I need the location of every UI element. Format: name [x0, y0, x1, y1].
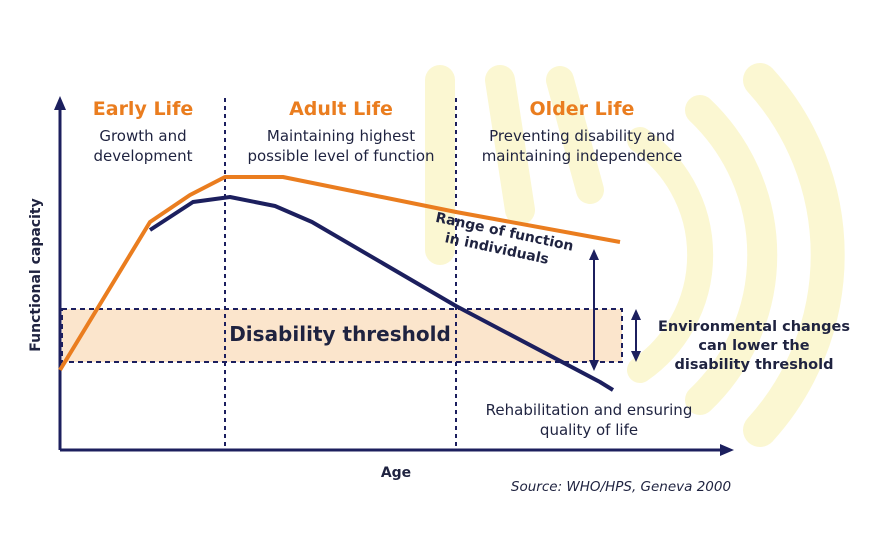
watermark-arc-inner [627, 127, 714, 383]
y-axis-arrowhead [54, 96, 66, 110]
range-arrow [589, 249, 599, 371]
x-axis-arrowhead [720, 444, 734, 456]
watermark-bar-2 [485, 65, 535, 225]
rehab-label-line2: quality of life [540, 421, 638, 439]
watermark-arc-middle [685, 95, 778, 415]
rehab-label-line1: Rehabilitation and ensuring [486, 401, 693, 419]
environment-arrow-up [631, 309, 641, 320]
environment-label-line3: disability threshold [675, 357, 834, 373]
disability-threshold-band [61, 308, 623, 363]
x-axis-label: Age [381, 465, 411, 481]
watermark-arc-outer [743, 63, 845, 447]
range-arrow-down [589, 360, 599, 371]
source-citation: Source: WHO/HPS, Geneva 2000 [511, 479, 731, 495]
phase-title-older: Older Life [530, 98, 635, 120]
y-axis-label: Functional capacity [28, 198, 44, 351]
background-watermark [425, 63, 845, 447]
upper-curve [58, 175, 621, 372]
range-arrow-up [589, 249, 599, 260]
disability-threshold-label: Disability threshold [229, 322, 451, 346]
phase-title-early: Early Life [93, 98, 193, 120]
axes [54, 96, 734, 456]
phase-desc-early-line2: development [94, 147, 193, 165]
phase-desc-early-line1: Growth and [99, 127, 186, 145]
lower-curve [148, 195, 615, 392]
environment-label-line1: Environmental changes [658, 319, 850, 335]
environment-label-line2: can lower the [698, 338, 809, 354]
phase-title-adult: Adult Life [289, 98, 393, 120]
phase-desc-older-line2: maintaining independence [482, 147, 683, 165]
environment-arrow [631, 309, 641, 362]
phase-desc-adult-line2: possible level of function [247, 147, 434, 165]
environment-arrow-down [631, 351, 641, 362]
watermark-bar-3 [546, 66, 604, 204]
phase-desc-older-line1: Preventing disability and [489, 127, 675, 145]
phase-desc-adult-line1: Maintaining highest [267, 127, 415, 145]
